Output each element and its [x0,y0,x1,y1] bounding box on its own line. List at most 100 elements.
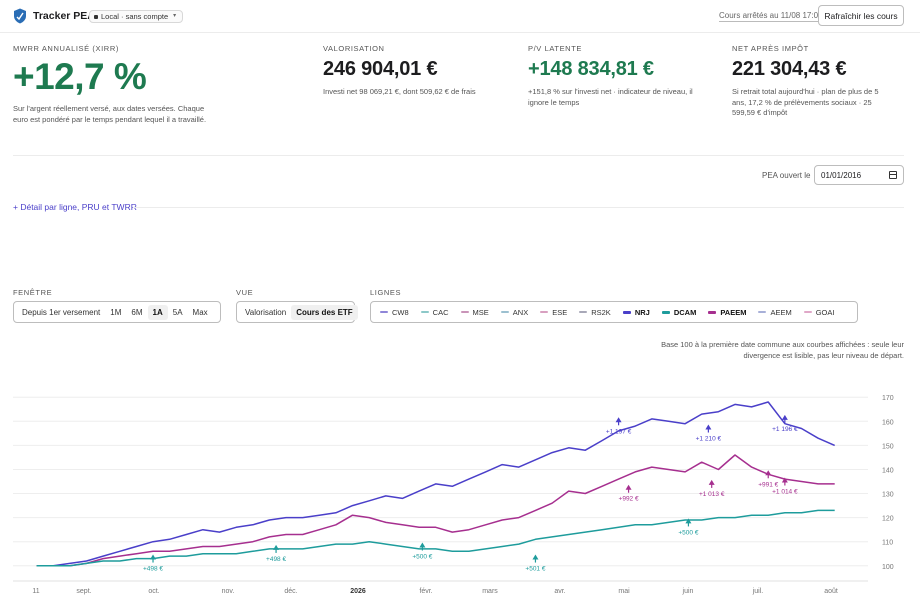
line-toggle-label: MSE [472,307,489,317]
line-swatch-icon [661,310,670,314]
window-option-2[interactable]: 6M [131,307,143,317]
deposit-marker [625,484,632,490]
deposit-label: +992 € [619,496,639,503]
line-toggle-label: ANX [512,307,529,317]
line-toggle-anx[interactable]: ANX [495,305,534,320]
window-option-4[interactable]: 5A [172,307,183,317]
window-label: Fenêtre [13,288,53,297]
view-label: Vue [236,288,254,297]
shield-logo-icon [14,8,26,24]
pea-opened-date-input[interactable]: 01/01/2016 [814,165,904,185]
x-tick-label: nov. [222,588,235,595]
chevron-down-icon: ▾ [173,13,177,19]
y-tick-label: 100 [882,564,894,571]
line-toggle-paeem[interactable]: PAEEM [702,305,752,320]
deposit-marker [615,417,622,423]
line-toggle-rs2k[interactable]: RS2K [573,305,617,320]
view-option-1[interactable]: Cours des ETF [291,304,358,320]
window-option-5[interactable]: Max [192,307,208,317]
y-tick-label: 130 [882,492,894,499]
window-option-0[interactable]: Depuis 1er versement [22,307,101,317]
x-tick-label: juin [682,588,694,595]
mode-selector[interactable]: Local · sans compte ▾ [89,10,184,23]
line-swatch-icon [708,310,717,314]
line-toggle-label: CAC [432,307,449,317]
deposit-marker [273,544,280,550]
deposit-marker [705,424,712,430]
x-tick-label: 11 [32,588,39,595]
line-toggle-ese[interactable]: ESE [534,305,573,320]
line-toggle-mse[interactable]: MSE [455,305,495,320]
lines-label: Lignes [370,288,402,297]
line-toggle-label: RS2K [591,307,611,317]
view-segmented-control: Valorisation Cours des ETF [236,301,358,323]
line-toggle-nrj[interactable]: NRJ [617,305,656,320]
deposit-marker [781,414,788,420]
series-line-paeem [36,454,835,567]
kpi-label: Valorisation [323,44,385,53]
x-tick-label: oct. [148,588,159,595]
line-toggle-cw8[interactable]: CW8 [374,305,415,320]
deposit-marker [781,477,788,483]
y-tick-label: 120 [882,516,894,523]
line-toggle-label: AEEM [770,307,792,317]
kpi-value: +148 834,81 € [528,58,654,80]
deposit-label: +1 014 € [772,489,798,496]
line-toggle-label: DCAM [673,307,697,317]
x-tick-label: déc. [284,588,297,595]
line-swatch-icon [622,310,631,314]
series-line-nrj [36,401,835,567]
view-option-0[interactable]: Valorisation [245,307,287,317]
window-segmented-control: Depuis 1er versement 1M 6M 1A 5A Max [13,301,221,323]
line-swatch-icon [460,311,469,313]
deposit-label: +501 € [525,566,545,573]
kpi-note: Si retrait total aujourd'hui · plan de p… [732,87,879,117]
line-toggle-cac[interactable]: CAC [415,305,455,320]
deposit-label: +500 € [678,529,698,536]
calendar-icon[interactable] [889,171,897,179]
deposit-marker [708,479,715,485]
detail-by-line-link[interactable]: + Détail par ligne, PRU et TWRR [13,202,137,212]
line-swatch-icon [500,311,509,313]
deposit-label: +1 210 € [696,436,722,443]
window-option-1[interactable]: 1M [110,307,122,317]
y-tick-label: 140 [882,467,894,474]
divider [133,207,904,208]
line-toggle-label: ESE [552,307,568,317]
deposit-marker [419,542,426,548]
local-mode-icon [94,14,98,19]
kpi-label: P/V latente [528,44,582,53]
kpi-note: Investi net 98 069,21 €, dont 509,62 € d… [323,87,476,96]
deposit-label: +1 013 € [699,491,725,498]
app-title: Tracker PEA [33,10,95,22]
y-tick-label: 150 [882,443,894,450]
line-toggle-aeem[interactable]: AEEM [752,305,797,320]
series-line-dcam [36,509,835,567]
deposit-marker [532,554,539,560]
line-toggle-label: NRJ [634,307,650,317]
deposit-marker [150,554,157,560]
deposit-label: +500 € [412,554,432,561]
x-tick-label: mai [618,588,630,595]
line-swatch-icon [758,311,767,313]
deposit-label: +498 € [266,556,286,563]
kpi-valuation: Valorisation 246 904,01 € Investi net 98… [323,44,493,98]
kpi-label: Net après impôt [732,44,809,53]
pea-opened-label: PEA ouvert le [762,171,811,180]
window-option-3[interactable]: 1A [147,304,168,320]
lines-toggle-group: CW8 CAC MSE ANX ESE RS2K NRJ DCAM PAEEM AEEM GOAI [370,301,858,323]
line-toggle-goai[interactable]: GOAI [798,305,841,320]
x-tick-label: avr. [554,588,565,595]
line-swatch-icon [420,311,429,313]
line-toggle-dcam[interactable]: DCAM [656,305,703,320]
line-toggle-label: PAEEM [720,307,747,317]
x-tick-label: févr. [419,588,432,595]
deposit-label: +498 € [143,566,163,573]
refresh-quotes-button[interactable]: Rafraîchir les cours [818,5,904,26]
deposit-label: +1 197 € [606,428,632,435]
quotes-timestamp[interactable]: Cours arrêtés au 11/08 17:07 [719,11,823,22]
deposit-label: +991 € [758,481,778,488]
deposit-marker [685,518,692,524]
kpi-value: +12,7 % [13,56,147,97]
deposit-marker [765,470,772,476]
